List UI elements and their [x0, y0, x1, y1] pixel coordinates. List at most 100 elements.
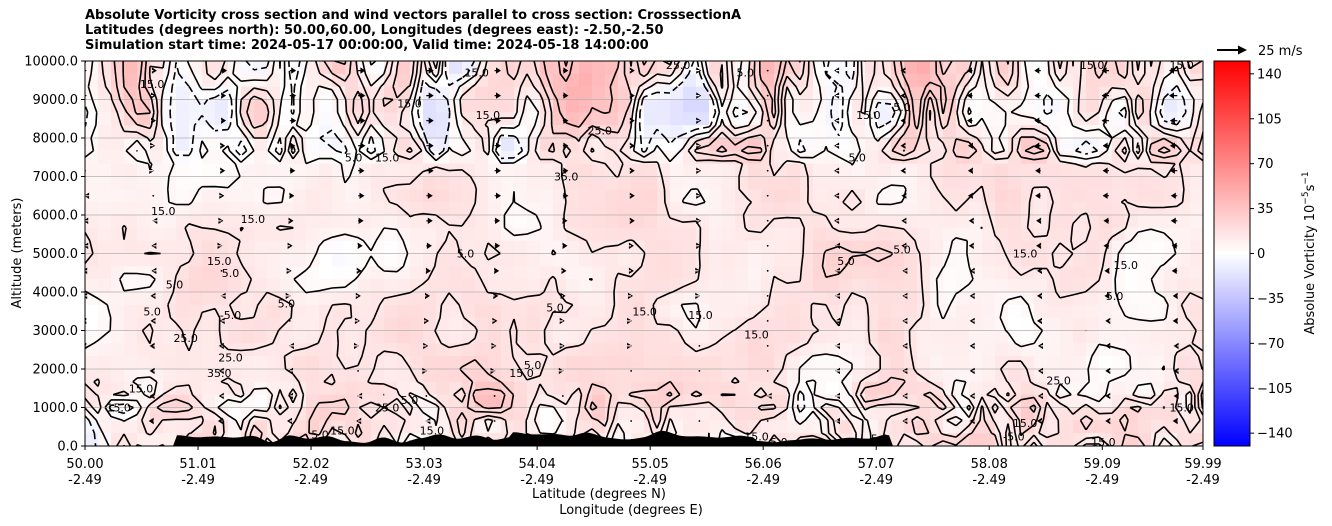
wind-vector	[834, 117, 840, 124]
contour-label: -5.0	[1003, 430, 1024, 443]
vorticity-cell	[1008, 163, 1022, 178]
contour-label: 15.0	[1080, 59, 1105, 72]
vorticity-cell	[826, 317, 840, 332]
vorticity-cell	[982, 330, 996, 344]
vorticity-cell	[722, 304, 736, 319]
vorticity-cell	[813, 292, 827, 306]
vorticity-cell	[319, 215, 333, 229]
vorticity-cell	[319, 163, 333, 178]
vorticity-cell	[852, 266, 866, 280]
vorticity-cell	[215, 330, 229, 344]
vorticity-cell	[956, 266, 970, 280]
vorticity-cell	[189, 266, 203, 280]
vorticity-cell	[1021, 317, 1035, 332]
vorticity-cell	[436, 343, 450, 357]
x-tick-label-latitude: 54.04	[519, 457, 556, 472]
vorticity-cell	[956, 304, 970, 319]
vorticity-cell	[1060, 150, 1074, 165]
vorticity-cell	[1008, 266, 1022, 280]
vorticity-cell	[1125, 227, 1139, 242]
vorticity-cell	[1047, 330, 1061, 344]
vorticity-cell	[202, 176, 216, 190]
vorticity-cell	[1099, 330, 1113, 344]
colorbar-tick-label: −140	[1257, 427, 1293, 442]
vorticity-cell	[449, 304, 463, 319]
vorticity-cell	[579, 279, 593, 293]
vorticity-cell	[1190, 125, 1203, 139]
vorticity-cell	[163, 356, 177, 370]
vorticity-cell	[657, 125, 671, 139]
vorticity-cell	[540, 150, 554, 165]
vorticity-cell	[488, 292, 502, 306]
vorticity-cell	[397, 125, 411, 139]
vorticity-cell	[228, 266, 242, 280]
wind-vector	[900, 142, 906, 149]
vorticity-cell	[605, 292, 619, 306]
vorticity-cell	[475, 253, 489, 267]
vorticity-cell	[878, 407, 892, 421]
y-tick-label: 6000.0	[33, 209, 79, 224]
vorticity-cell	[202, 317, 216, 332]
vorticity-cell	[761, 266, 775, 280]
vorticity-cell	[1177, 292, 1191, 306]
vorticity-cell	[540, 266, 554, 280]
vorticity-cell	[865, 407, 879, 421]
vorticity-cell	[670, 73, 684, 88]
vorticity-cell	[631, 189, 645, 203]
vorticity-cell	[579, 86, 593, 101]
vorticity-cell	[1112, 330, 1126, 344]
vorticity-cell	[228, 292, 242, 306]
wind-vector	[562, 142, 569, 149]
wind-vector	[766, 392, 772, 400]
vorticity-cell	[943, 73, 957, 88]
vorticity-cell	[1034, 279, 1048, 293]
vorticity-cell	[943, 240, 957, 255]
vorticity-cell	[371, 253, 385, 267]
vorticity-cell	[813, 304, 827, 319]
vorticity-cell	[709, 330, 723, 344]
vorticity-cell	[202, 343, 216, 357]
wind-vector	[288, 217, 294, 224]
vorticity-cell	[683, 266, 697, 280]
vorticity-cell	[254, 420, 268, 434]
vorticity-cell	[449, 176, 463, 190]
vorticity-cell	[826, 407, 840, 421]
vorticity-cell	[878, 292, 892, 306]
contour-label: 25.0	[666, 59, 691, 72]
vorticity-cell	[618, 292, 632, 306]
vorticity-cell	[241, 394, 255, 409]
vorticity-cell	[111, 163, 125, 178]
vorticity-cell	[709, 304, 723, 319]
vorticity-cell	[1034, 150, 1048, 165]
vorticity-cell	[865, 317, 879, 332]
contour-line	[122, 61, 1203, 446]
vorticity-cell	[852, 176, 866, 190]
vorticity-cell	[618, 227, 632, 242]
vorticity-cell	[709, 73, 723, 88]
vorticity-cell	[488, 407, 502, 421]
vorticity-cell	[358, 292, 372, 306]
vorticity-cell	[917, 189, 931, 203]
wind-vector	[151, 267, 157, 274]
vorticity-cell	[397, 73, 411, 88]
vorticity-cell	[540, 369, 554, 383]
vorticity-cell	[722, 227, 736, 242]
wind-vector	[218, 217, 224, 224]
vorticity-cell	[722, 150, 736, 165]
vorticity-cell	[384, 227, 398, 242]
vorticity-cell	[605, 176, 619, 190]
vorticity-cell	[527, 292, 541, 306]
wind-vector	[834, 167, 840, 174]
x-tick-label-longitude: -2.49	[1186, 473, 1220, 488]
vorticity-cell	[787, 266, 801, 280]
vorticity-cell	[1047, 266, 1061, 280]
vorticity-cell	[566, 330, 580, 344]
vorticity-cell	[501, 215, 515, 229]
contour-label: 15.0	[129, 382, 154, 395]
vorticity-cell	[748, 253, 762, 267]
vorticity-cell	[85, 189, 99, 203]
vorticity-cell	[1008, 150, 1022, 165]
vorticity-cell	[332, 304, 346, 319]
vorticity-cell	[995, 189, 1009, 203]
vorticity-cell	[1125, 176, 1139, 190]
